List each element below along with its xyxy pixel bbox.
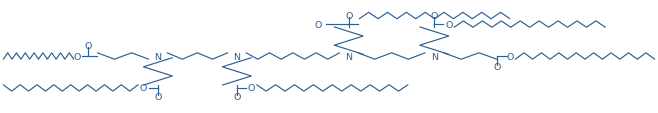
Text: O: O — [445, 20, 453, 29]
Text: O: O — [139, 84, 147, 93]
Text: O: O — [233, 92, 241, 101]
Text: N: N — [431, 52, 438, 61]
Text: O: O — [507, 52, 515, 61]
Text: O: O — [345, 12, 353, 21]
Text: N: N — [345, 52, 352, 61]
Text: O: O — [314, 20, 322, 29]
Text: O: O — [493, 62, 501, 71]
Text: O: O — [84, 42, 92, 51]
Text: O: O — [74, 52, 82, 61]
Text: O: O — [154, 92, 162, 101]
Text: N: N — [234, 52, 240, 61]
Text: N: N — [155, 52, 161, 61]
Text: O: O — [430, 12, 438, 21]
Text: O: O — [247, 84, 255, 93]
